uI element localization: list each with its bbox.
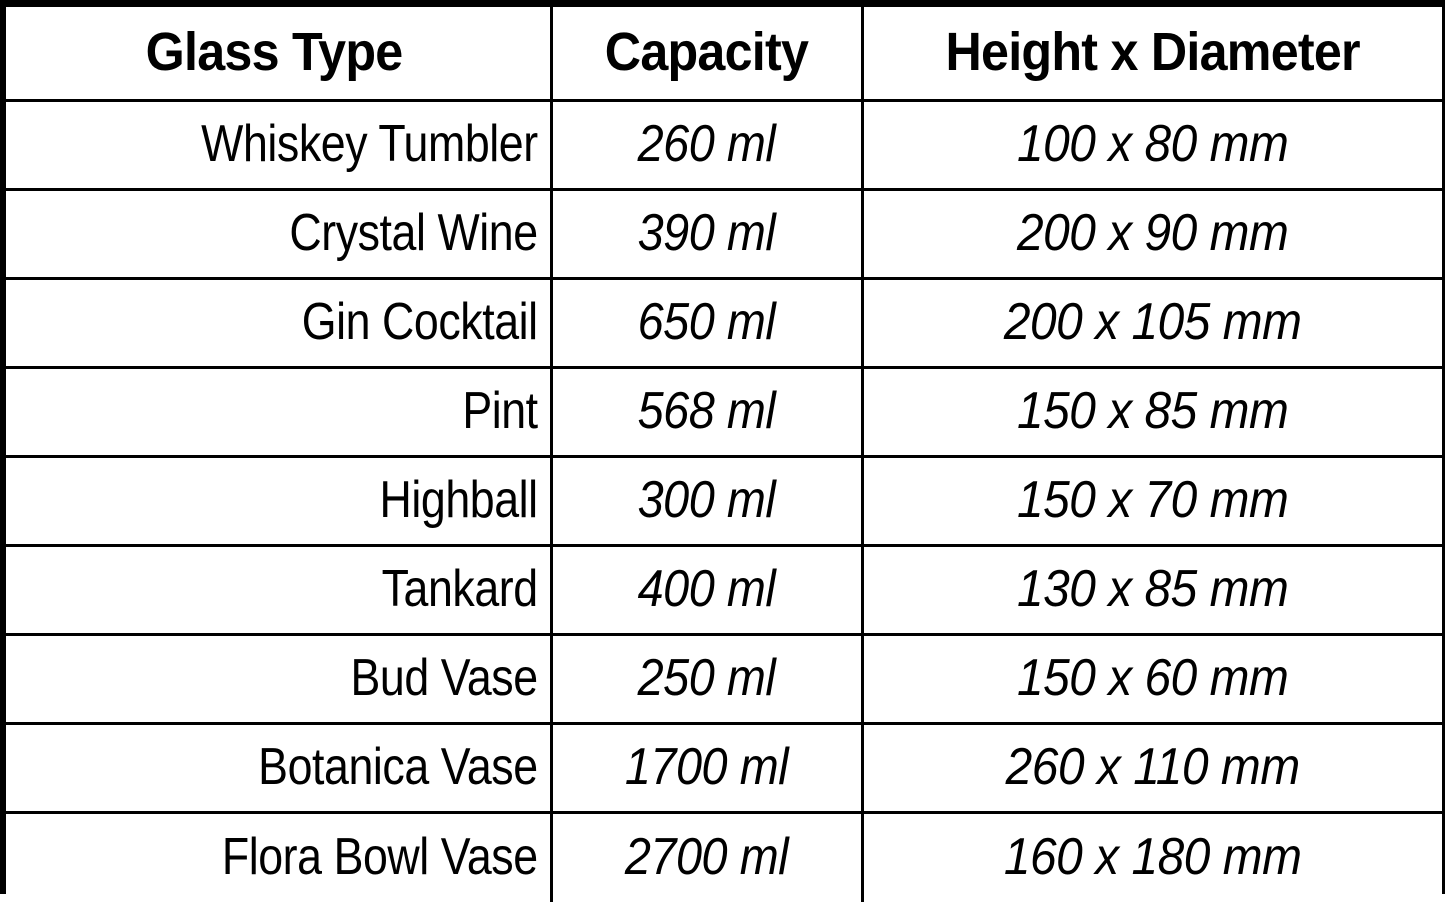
- cell-glass-type: Flora Bowl Vase: [82, 812, 553, 902]
- table-row: Gin Cocktail 650 ml 200 x 105 mm: [6, 278, 1442, 369]
- table-row: Bud Vase 250 ml 150 x 60 mm: [6, 634, 1442, 725]
- cell-capacity: 300 ml: [566, 456, 848, 547]
- cell-glass-type: Highball: [82, 456, 553, 547]
- table-row: Pint 568 ml 150 x 85 mm: [6, 367, 1442, 458]
- cell-glass-type: Botanica Vase: [82, 723, 553, 814]
- cell-capacity: 260 ml: [566, 100, 848, 191]
- cell-dimensions: 160 x 180 mm: [1003, 828, 1302, 887]
- cell-dimensions: 150 x 85 mm: [885, 367, 1419, 458]
- cell-glass-type: Bud Vase: [82, 634, 553, 725]
- table-body: Whiskey Tumbler 260 ml 100 x 80 mm Cryst…: [6, 100, 1442, 902]
- cell-capacity: 250 ml: [566, 634, 848, 725]
- cell-dimensions: 150 x 60 mm: [885, 634, 1419, 725]
- cell-glass-type: Gin Cocktail: [82, 278, 553, 369]
- cell-dimensions: 150 x 70 mm: [885, 456, 1419, 547]
- table-row: Flora Bowl Vase 2700 ml 160 x 180 mm: [6, 812, 1442, 902]
- cell-glass-type: Crystal Wine: [82, 189, 553, 280]
- cell-dimensions: 200 x 90 mm: [885, 189, 1419, 280]
- cell-capacity: 400 ml: [566, 545, 848, 636]
- table-row: Crystal Wine 390 ml 200 x 90 mm: [6, 189, 1442, 280]
- cell-capacity: 2700 ml: [566, 812, 848, 902]
- table-row: Tankard 400 ml 130 x 85 mm: [6, 545, 1442, 636]
- cell-capacity: 1700 ml: [566, 723, 848, 814]
- cell-capacity: 650 ml: [566, 278, 848, 369]
- table-header-row: Glass Type Capacity Height x Diameter: [6, 7, 1442, 102]
- table-row: Whiskey Tumbler 260 ml 100 x 80 mm: [6, 100, 1442, 191]
- cell-capacity: 390 ml: [566, 189, 848, 280]
- table-row: Botanica Vase 1700 ml 260 x 110 mm: [6, 723, 1442, 814]
- glass-specification-table: Glass Type Capacity Height x Diameter Wh…: [6, 7, 1442, 902]
- cell-glass-type: Pint: [82, 367, 553, 458]
- cell-capacity: 568 ml: [566, 367, 848, 458]
- table-row: Highball 300 ml 150 x 70 mm: [6, 456, 1442, 547]
- cell-dimensions: 100 x 80 mm: [885, 100, 1419, 191]
- cell-dimensions: 200 x 105 mm: [885, 278, 1419, 369]
- cell-glass-type: Tankard: [82, 545, 553, 636]
- column-header-glass-type: Glass Type: [25, 7, 534, 102]
- cell-dimensions: 260 x 110 mm: [885, 723, 1419, 814]
- column-header-height-x-diameter: Height x Diameter: [882, 7, 1422, 102]
- cell-dimensions: 130 x 85 mm: [885, 545, 1419, 636]
- table-header: Glass Type Capacity Height x Diameter: [6, 7, 1442, 102]
- column-header-capacity: Capacity: [561, 7, 853, 102]
- cell-glass-type: Whiskey Tumbler: [82, 100, 553, 191]
